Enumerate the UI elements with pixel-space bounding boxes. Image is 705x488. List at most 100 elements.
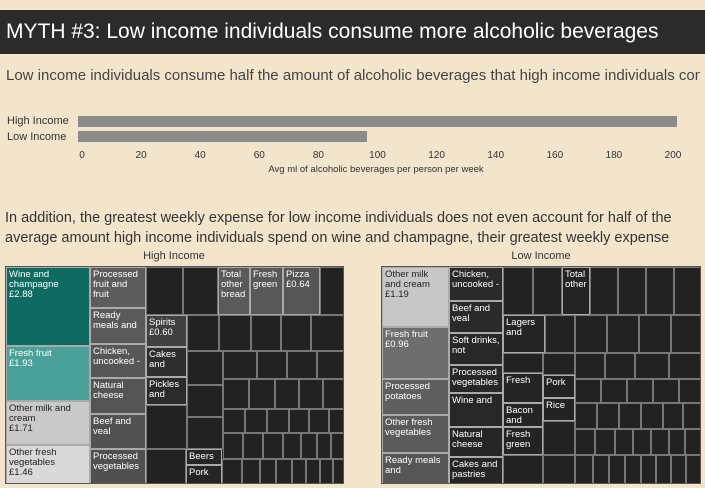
treemap-cell-unlabeled[interactable]	[309, 409, 329, 433]
treemap-cell-unlabeled[interactable]	[263, 433, 283, 459]
treemap-cell-unlabeled[interactable]	[671, 455, 686, 483]
treemap-cell-unlabeled[interactable]	[311, 315, 343, 351]
treemap-cell-unlabeled[interactable]	[245, 409, 267, 433]
treemap-cell-unlabeled[interactable]	[146, 449, 186, 483]
treemap-cell-unlabeled[interactable]	[674, 267, 700, 315]
treemap-cell-unlabeled[interactable]	[635, 353, 669, 379]
treemap-cell-unlabeled[interactable]	[329, 409, 343, 433]
treemap-cell-unlabeled[interactable]	[663, 403, 683, 429]
treemap-cell-unlabeled[interactable]	[283, 433, 301, 459]
treemap-cell-unlabeled[interactable]	[257, 351, 287, 379]
treemap-cell-unlabeled[interactable]	[222, 459, 242, 483]
treemap-cell-unlabeled[interactable]	[289, 409, 309, 433]
treemap-cell-unlabeled[interactable]	[543, 455, 575, 483]
treemap-cell[interactable]: Beef and veal	[90, 414, 146, 449]
treemap-cell-unlabeled[interactable]	[605, 353, 635, 379]
treemap-cell-unlabeled[interactable]	[306, 459, 320, 483]
treemap-cell[interactable]: Lagers and	[503, 315, 545, 353]
treemap-cell-unlabeled[interactable]	[276, 459, 292, 483]
treemap-cell-unlabeled[interactable]	[641, 455, 656, 483]
treemap-cell-unlabeled[interactable]	[575, 429, 595, 455]
treemap-cell-unlabeled[interactable]	[320, 267, 343, 315]
treemap-cell[interactable]: Pickles and	[146, 377, 187, 405]
treemap-cell[interactable]: Wine and champagne £2.88	[6, 267, 90, 346]
treemap-cell[interactable]: Wine and	[449, 393, 503, 427]
bar-low-income[interactable]	[78, 131, 367, 142]
treemap-cell-unlabeled[interactable]	[683, 403, 700, 429]
treemap-cell-unlabeled[interactable]	[267, 409, 289, 433]
treemap-cell-unlabeled[interactable]	[146, 405, 187, 449]
treemap-cell-unlabeled[interactable]	[187, 351, 223, 385]
treemap-cell[interactable]: Beers	[186, 449, 222, 465]
treemap-cell-unlabeled[interactable]	[249, 379, 275, 409]
treemap-cell-unlabeled[interactable]	[323, 379, 343, 409]
treemap-cell[interactable]: Processed fruit and fruit	[90, 267, 146, 308]
treemap-cell-unlabeled[interactable]	[320, 459, 333, 483]
treemap-cell[interactable]: Soft drinks, not	[449, 333, 503, 365]
treemap-cell[interactable]: Rice	[543, 398, 575, 421]
treemap-cell[interactable]: Fresh fruit £0.96	[382, 327, 449, 379]
treemap-cell[interactable]: Pork	[186, 465, 222, 483]
treemap-cell[interactable]: Fresh	[503, 373, 543, 403]
treemap-cell-unlabeled[interactable]	[219, 315, 251, 351]
treemap-cell-unlabeled[interactable]	[503, 353, 543, 373]
treemap-cell[interactable]: Ready meals and	[382, 453, 449, 483]
treemap-cell-unlabeled[interactable]	[686, 455, 700, 483]
treemap-cell[interactable]: Chicken, uncooked -	[90, 344, 146, 378]
treemap-cell[interactable]: Pork	[543, 375, 575, 398]
treemap-cell-unlabeled[interactable]	[627, 379, 653, 403]
treemap-cell-unlabeled[interactable]	[260, 459, 276, 483]
treemap-cell[interactable]: Cakes and pastries	[449, 457, 503, 483]
treemap-cell-unlabeled[interactable]	[671, 315, 700, 353]
treemap-cell-unlabeled[interactable]	[301, 433, 317, 459]
treemap-cell-unlabeled[interactable]	[317, 433, 331, 459]
treemap-cell[interactable]: Processed vegetables	[449, 365, 503, 393]
treemap-cell[interactable]: Spirits £0.60	[146, 315, 187, 347]
treemap-cell-unlabeled[interactable]	[299, 379, 323, 409]
treemap-cell-unlabeled[interactable]	[317, 351, 343, 379]
treemap-cell-unlabeled[interactable]	[503, 267, 533, 315]
treemap-cell[interactable]: Processed vegetables	[90, 449, 146, 483]
treemap-cell-unlabeled[interactable]	[679, 379, 700, 403]
treemap-cell-unlabeled[interactable]	[187, 385, 223, 417]
treemap-cell[interactable]: Bacon and	[503, 403, 543, 427]
treemap-cell-unlabeled[interactable]	[545, 315, 575, 353]
treemap-cell-unlabeled[interactable]	[187, 417, 223, 449]
treemap-cell-unlabeled[interactable]	[685, 429, 700, 455]
treemap-cell-unlabeled[interactable]	[223, 379, 249, 409]
treemap-cell[interactable]: Ready meals and	[90, 308, 146, 344]
treemap-cell-unlabeled[interactable]	[609, 455, 625, 483]
treemap-cell[interactable]: Total other bread	[218, 267, 250, 315]
treemap-cell-unlabeled[interactable]	[590, 267, 618, 315]
treemap-cell-unlabeled[interactable]	[595, 429, 615, 455]
treemap-cell-unlabeled[interactable]	[223, 409, 245, 433]
treemap-cell-unlabeled[interactable]	[575, 455, 593, 483]
treemap-cell-unlabeled[interactable]	[187, 315, 219, 351]
treemap-cell[interactable]: Other fresh vegetables £1.46	[6, 445, 90, 483]
treemap-cell-unlabeled[interactable]	[597, 403, 619, 429]
treemap-cell-unlabeled[interactable]	[146, 267, 183, 315]
treemap-cell-unlabeled[interactable]	[543, 421, 575, 455]
treemap-cell-unlabeled[interactable]	[593, 455, 609, 483]
treemap-cell-unlabeled[interactable]	[625, 455, 641, 483]
treemap-cell-unlabeled[interactable]	[183, 267, 218, 315]
treemap-cell[interactable]: Beef and veal	[449, 301, 503, 333]
treemap-cell-unlabeled[interactable]	[223, 351, 257, 379]
treemap-cell-unlabeled[interactable]	[275, 379, 299, 409]
treemap-cell[interactable]: Chicken, uncooked -	[449, 267, 503, 301]
treemap-cell-unlabeled[interactable]	[618, 267, 646, 315]
treemap-cell-unlabeled[interactable]	[533, 267, 562, 315]
bar-high-income[interactable]	[78, 116, 677, 127]
treemap-cell-unlabeled[interactable]	[669, 353, 700, 379]
treemap-cell-unlabeled[interactable]	[601, 379, 627, 403]
treemap-cell-unlabeled[interactable]	[653, 379, 679, 403]
treemap-cell[interactable]: Other fresh vegetables	[382, 415, 449, 453]
treemap-cell[interactable]: Fresh green	[503, 427, 543, 455]
treemap-cell-unlabeled[interactable]	[287, 351, 317, 379]
treemap-cell-unlabeled[interactable]	[331, 433, 343, 459]
treemap-cell[interactable]: Natural cheese	[449, 427, 503, 457]
treemap-cell-unlabeled[interactable]	[243, 433, 263, 459]
treemap-cell-unlabeled[interactable]	[639, 315, 671, 353]
treemap-cell-unlabeled[interactable]	[333, 459, 343, 483]
treemap-cell[interactable]: Processed potatoes	[382, 379, 449, 415]
